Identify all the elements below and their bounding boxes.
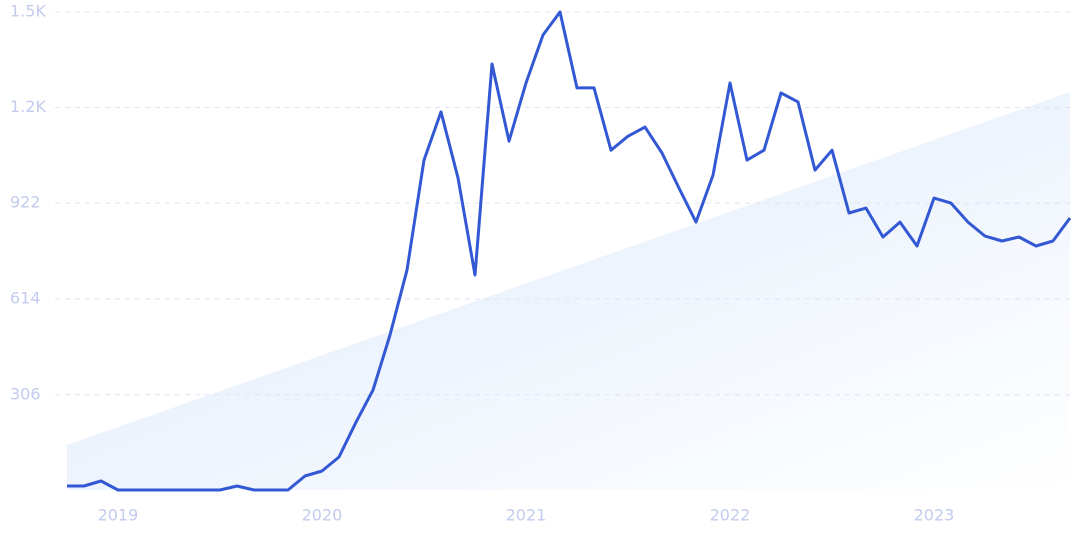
trend-area bbox=[67, 92, 1070, 490]
y-tick-label: 614 bbox=[10, 288, 41, 307]
x-tick-label: 2021 bbox=[506, 506, 547, 525]
y-tick-label: 1.5K bbox=[10, 2, 46, 21]
y-tick-label: 922 bbox=[10, 193, 41, 212]
y-tick-label: 1.2K bbox=[10, 97, 46, 116]
y-tick-label: 306 bbox=[10, 384, 41, 403]
x-tick-label: 2022 bbox=[710, 506, 751, 525]
x-tick-label: 2019 bbox=[98, 506, 139, 525]
trend-line bbox=[67, 10, 1072, 492]
x-tick-label: 2023 bbox=[914, 506, 955, 525]
x-tick-label: 2020 bbox=[302, 506, 343, 525]
